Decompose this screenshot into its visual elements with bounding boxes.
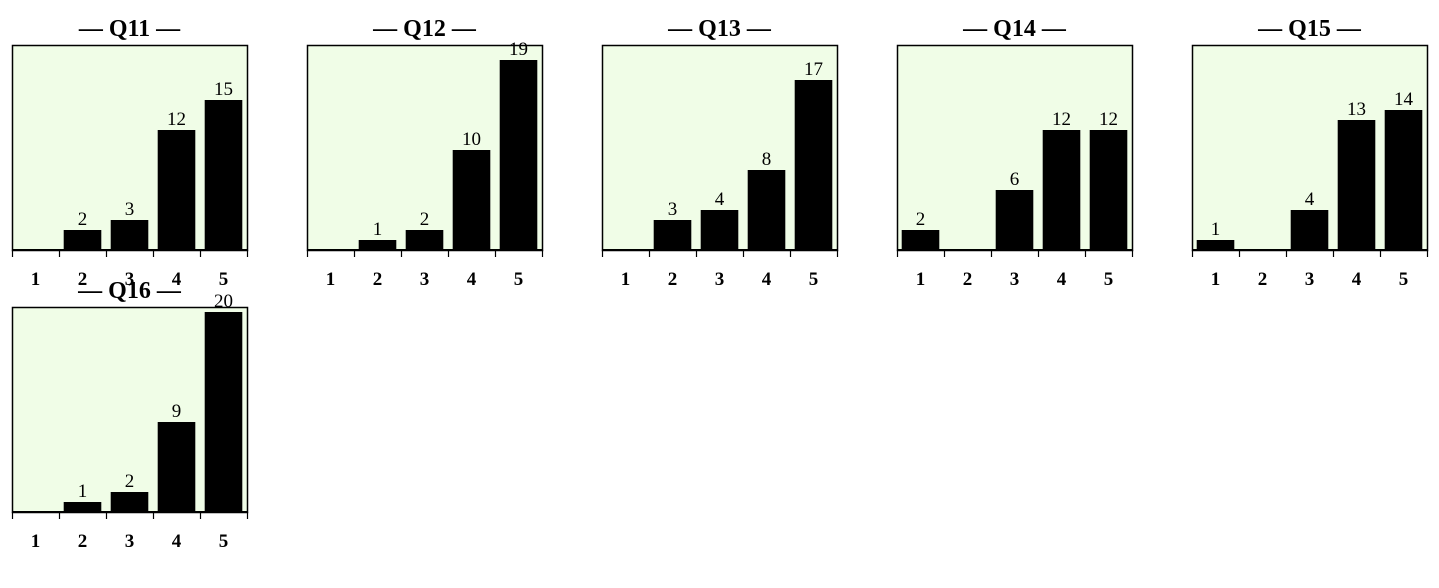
x-tick-label: 1 [31, 269, 41, 290]
x-tick-label: 4 [467, 269, 477, 290]
x-tick-label: 3 [125, 531, 135, 552]
data-label: 2 [78, 209, 88, 230]
x-tick-label: 3 [420, 269, 430, 290]
chart-panel-4: — Q14 —2 1 2 6 3 12 4 12 5 [896, 0, 1140, 292]
bar [901, 230, 940, 250]
chart-title: — Q16 — [77, 278, 182, 304]
chart-panel-1: — Q11 —1 2 2 3 3 12 4 15 5 [11, 0, 255, 292]
data-label: 2 [420, 209, 430, 230]
x-tick-label: 1 [326, 269, 336, 290]
bar [204, 100, 243, 250]
bar [110, 220, 149, 250]
bar [157, 422, 196, 512]
x-tick-label: 4 [1352, 269, 1362, 290]
x-tick-label: 2 [78, 531, 88, 552]
bar-chart: — Q13 — 1 3 2 4 3 8 4 17 5 [601, 16, 839, 290]
bar [204, 312, 243, 512]
x-tick-label: 4 [762, 269, 772, 290]
x-tick-label: 3 [1305, 269, 1315, 290]
bar [1042, 130, 1081, 250]
bar [405, 230, 444, 250]
chart-title: — Q12 — [372, 16, 477, 42]
data-label: 1 [78, 481, 88, 502]
chart-panel-2: — Q12 — 1 1 2 2 3 10 4 19 5 [306, 0, 550, 292]
x-tick-label: 1 [916, 269, 926, 290]
data-label: 17 [804, 59, 823, 80]
chart-title: — Q14 — [962, 16, 1067, 42]
bar-chart: — Q15 — 1 1 2 4 3 13 4 14 5 [1191, 16, 1429, 290]
bar-chart: — Q16 — 1 1 2 2 3 9 4 20 5 [11, 278, 249, 552]
chart-panel-3: — Q13 — 1 3 2 4 3 8 4 17 5 [601, 0, 845, 292]
data-label: 12 [1052, 109, 1071, 130]
bar [1196, 240, 1235, 250]
bar [653, 220, 692, 250]
x-tick-label: 3 [1010, 269, 1020, 290]
x-tick-label: 1 [31, 531, 41, 552]
x-tick-label: 4 [172, 269, 182, 290]
bar [358, 240, 397, 250]
x-tick-label: 3 [715, 269, 725, 290]
bar [747, 170, 786, 250]
data-label: 12 [167, 109, 186, 130]
x-tick-label: 1 [1211, 269, 1221, 290]
data-label: 19 [509, 39, 528, 60]
x-tick-label: 5 [1399, 269, 1409, 290]
chart-title: — Q11 — [78, 16, 181, 42]
x-tick-label: 5 [219, 269, 229, 290]
x-tick-label: 5 [809, 269, 819, 290]
data-label: 15 [214, 79, 233, 100]
chart-title: — Q13 — [667, 16, 772, 42]
x-tick-label: 2 [963, 269, 973, 290]
data-label: 9 [172, 401, 182, 422]
bar [1337, 120, 1376, 250]
x-tick-label: 4 [1057, 269, 1067, 290]
data-label: 4 [715, 189, 725, 210]
data-label: 2 [125, 471, 135, 492]
x-tick-label: 3 [125, 269, 135, 290]
x-tick-label: 4 [172, 531, 182, 552]
x-tick-label: 2 [373, 269, 383, 290]
data-label: 20 [214, 291, 233, 312]
data-label: 6 [1010, 169, 1020, 190]
bar [452, 150, 491, 250]
x-tick-label: 5 [514, 269, 524, 290]
bar [499, 60, 538, 250]
bar [1384, 110, 1423, 250]
bar [700, 210, 739, 250]
data-label: 1 [1211, 219, 1221, 240]
x-tick-label: 5 [1104, 269, 1114, 290]
data-label: 8 [762, 149, 772, 170]
chart-panel-5: — Q15 — 1 1 2 4 3 13 4 14 5 [1191, 0, 1435, 292]
data-label: 4 [1305, 189, 1315, 210]
chart-panel-6: — Q16 —1 1 2 2 3 9 4 20 5 [11, 262, 255, 554]
data-label: 14 [1394, 89, 1414, 110]
bar [157, 130, 196, 250]
bar-chart: — Q12 — 1 1 2 2 3 10 4 19 5 [306, 16, 544, 290]
data-label: 13 [1347, 99, 1366, 120]
x-tick-label: 2 [1258, 269, 1268, 290]
data-label: 3 [668, 199, 678, 220]
bar [63, 230, 102, 250]
data-label: 2 [916, 209, 926, 230]
x-tick-label: 2 [78, 269, 88, 290]
x-tick-label: 2 [668, 269, 678, 290]
x-tick-label: 5 [219, 531, 229, 552]
bar [63, 502, 102, 512]
bar [1089, 130, 1128, 250]
bar [995, 190, 1034, 250]
x-tick-label: 1 [621, 269, 631, 290]
chart-title: — Q15 — [1257, 16, 1362, 42]
data-label: 10 [462, 129, 481, 150]
bar [110, 492, 149, 512]
bar [1290, 210, 1329, 250]
data-label: 3 [125, 199, 135, 220]
data-label: 1 [373, 219, 383, 240]
bar [794, 80, 833, 250]
data-label: 12 [1099, 109, 1118, 130]
